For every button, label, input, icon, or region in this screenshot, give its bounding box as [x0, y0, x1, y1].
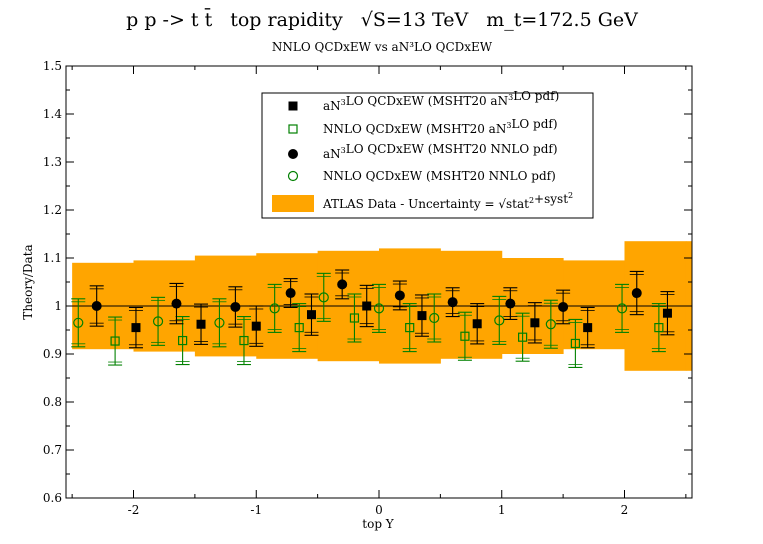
legend-label-3: NNLO QCDxEW (MSHT20 NNLO pdf): [323, 169, 556, 183]
point-3-2: [214, 317, 225, 328]
ytick-label-0: 0.6: [43, 491, 62, 505]
ytick-label-6: 1.2: [43, 203, 62, 217]
point-0-0: [131, 323, 141, 333]
ytick-label-4: 1: [54, 299, 62, 313]
xtick-label-4: 2: [621, 503, 629, 517]
point-2-9: [631, 288, 642, 299]
legend-band-swatch: [272, 195, 314, 212]
xtick-label-3: 1: [498, 503, 506, 517]
legend-label-band: ATLAS Data - Uncertainty = √stat2+syst2: [322, 191, 573, 211]
point-0-3: [306, 310, 316, 320]
point-2-4: [337, 279, 348, 290]
title-process: p p -> t t̄: [126, 7, 212, 31]
ytick-label-9: 1.5: [43, 59, 62, 73]
xtick-label-2: 0: [375, 503, 383, 517]
point-2-0: [91, 301, 102, 311]
point-1-9: [654, 323, 664, 333]
series-3: [71, 272, 630, 349]
legend-box: [261, 92, 594, 219]
y-axis-label: Theory/Data: [21, 244, 35, 319]
point-3-7: [494, 315, 505, 326]
point-1-0: [110, 336, 120, 346]
point-1-4: [349, 313, 360, 323]
band-segment-8: [563, 260, 625, 350]
title-energy: √S=13 TeV: [361, 9, 469, 31]
point-1-2: [239, 335, 249, 346]
legend-label-0: aN3LO QCDxEW (MSHT20 aN3LO pdf): [323, 89, 559, 113]
point-1-1: [178, 335, 188, 346]
point-1-7: [518, 332, 528, 342]
point-0-7: [530, 318, 540, 328]
point-0-4: [362, 301, 372, 311]
point-3-9: [616, 303, 628, 314]
point-1-8: [570, 338, 580, 349]
chart-subtitle: NNLO QCDxEW vs aN³LO QCDxEW: [272, 40, 493, 54]
ytick-label-7: 1.3: [43, 155, 62, 169]
point-3-0: [73, 317, 84, 328]
point-1-6: [460, 331, 470, 341]
title-observable: top rapidity: [230, 9, 343, 31]
ytick-label-5: 1.1: [43, 251, 62, 265]
point-2-1: [171, 298, 182, 309]
xtick-label-1: -1: [250, 503, 262, 517]
point-1-5: [405, 323, 415, 333]
x-axis-label: top Y: [362, 517, 395, 531]
legend-marker-2: [288, 149, 298, 159]
point-0-9: [662, 308, 672, 318]
series-group: [71, 269, 675, 368]
legend-label-2: aN3LO QCDxEW (MSHT20 NNLO pdf): [323, 142, 558, 161]
point-2-2: [230, 301, 241, 312]
point-3-8: [545, 319, 556, 330]
title-mass: m_t=172.5 GeV: [486, 9, 638, 31]
legend-marker-0: [288, 101, 298, 111]
point-0-8: [583, 323, 593, 333]
point-0-6: [472, 319, 482, 329]
point-3-4: [318, 292, 329, 303]
point-2-7: [505, 298, 516, 309]
xtick-label-0: -2: [128, 503, 140, 517]
legend-marker-1: [288, 124, 298, 134]
point-2-8: [558, 301, 569, 312]
point-0-5: [417, 311, 427, 321]
point-2-6: [447, 297, 458, 308]
point-0-2: [251, 321, 261, 331]
point-2-5: [394, 290, 405, 301]
legend-label-1: NNLO QCDxEW (MSHT20 aN3LO pdf): [323, 117, 558, 136]
point-3-6: [429, 312, 440, 324]
legend: aN3LO QCDxEW (MSHT20 aN3LO pdf) NNLO QCDx…: [261, 89, 594, 219]
point-3-1: [152, 316, 164, 327]
ytick-label-1: 0.7: [43, 443, 62, 457]
legend-marker-3: [287, 170, 299, 182]
point-1-3: [294, 323, 304, 333]
point-2-3: [285, 288, 296, 299]
series-2: [89, 269, 644, 328]
ytick-label-2: 0.8: [43, 395, 62, 409]
ytick-label-3: 0.9: [43, 347, 62, 361]
point-0-1: [196, 319, 206, 329]
ytick-label-8: 1.4: [43, 107, 62, 121]
point-3-3: [269, 303, 280, 314]
axes: 0.6 0.7 0.8 0.9 1 1.1 1.2 1.3 1.4 1.5 -2 -1 0 1 2: [43, 59, 693, 517]
chart-title: p p -> t t̄ top rapidity √S=13 TeV m_t=172.…: [126, 7, 638, 31]
point-3-5: [373, 303, 385, 314]
